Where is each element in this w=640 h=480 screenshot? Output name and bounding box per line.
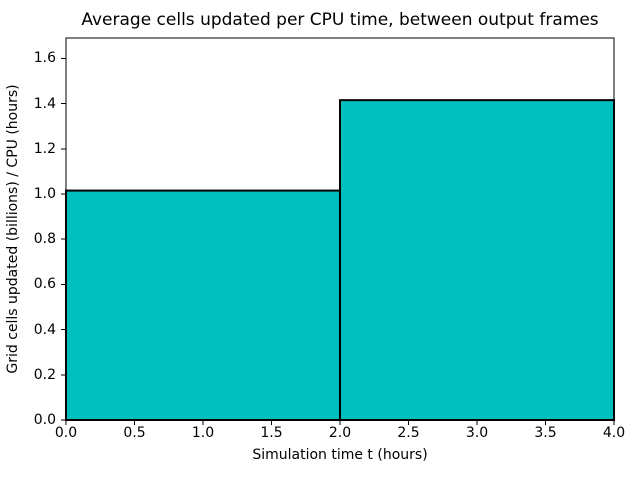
x-tick-label: 0.0 — [54, 425, 78, 441]
bar — [65, 189, 341, 421]
x-tick-label: 0.5 — [123, 425, 146, 441]
x-tick-label: 2.5 — [397, 425, 420, 441]
y-tick-label: 0.4 — [33, 321, 56, 338]
x-tick-label: 1.0 — [191, 425, 215, 441]
x-tick-label: 1.5 — [260, 425, 283, 441]
x-tick-label: 2.0 — [328, 425, 352, 441]
y-tick-label: 1.0 — [33, 185, 56, 202]
y-tick-label: 0.2 — [33, 366, 56, 383]
y-tick-label: 1.2 — [33, 140, 56, 157]
y-tick-label: 0.0 — [33, 412, 56, 428]
y-tick-label: 0.8 — [33, 231, 56, 248]
chart-title: Average cells updated per CPU time, betw… — [81, 10, 599, 30]
y-tick-label: 1.4 — [33, 95, 56, 112]
y-tick-label: 0.6 — [33, 276, 56, 293]
y-tick-label: 1.6 — [33, 50, 56, 67]
x-axis-label: Simulation time t (hours) — [252, 447, 428, 463]
bar — [339, 99, 615, 421]
x-tick-label: 4.0 — [602, 425, 626, 441]
x-tick-label: 3.0 — [465, 425, 489, 441]
x-tick-label: 3.5 — [534, 425, 557, 441]
